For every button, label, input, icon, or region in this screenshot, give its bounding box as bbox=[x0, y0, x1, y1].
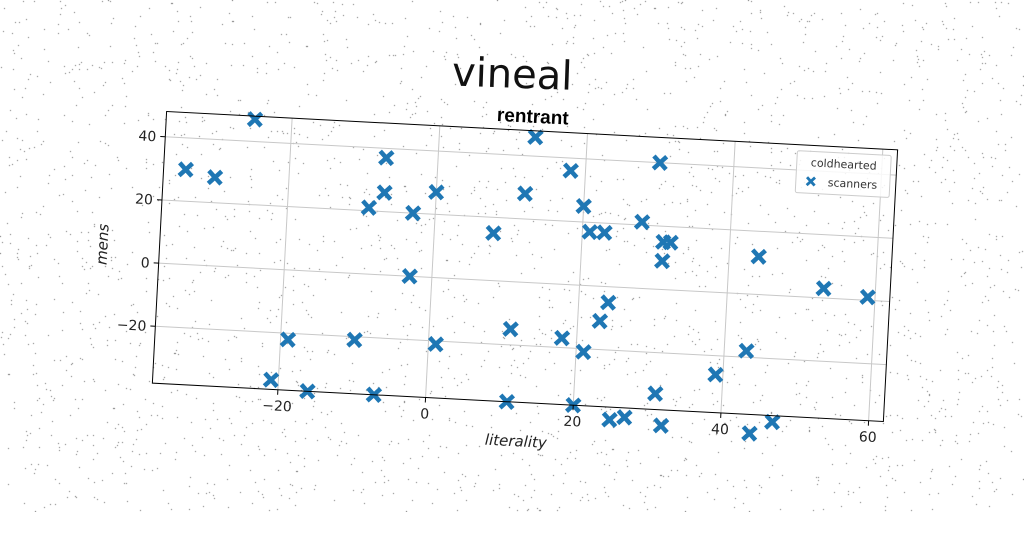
scatter-point bbox=[485, 225, 502, 242]
x-tick-label: 0 bbox=[420, 406, 430, 422]
scatter-point bbox=[207, 169, 224, 186]
scatter-point bbox=[517, 185, 534, 202]
y-tick-label: 40 bbox=[138, 128, 157, 145]
scatter-point bbox=[647, 385, 664, 402]
scatter-point bbox=[616, 409, 633, 426]
scatter-point bbox=[427, 336, 444, 353]
scatter-point bbox=[750, 248, 767, 265]
x-gridline bbox=[426, 126, 440, 398]
scatter-point bbox=[654, 253, 671, 270]
y-gridline bbox=[155, 326, 886, 364]
y-tick-label: 0 bbox=[140, 255, 150, 271]
scatter-point bbox=[376, 184, 393, 201]
scatter-point bbox=[502, 321, 519, 338]
scatter-point bbox=[707, 366, 724, 383]
scatter-point bbox=[562, 162, 579, 179]
scatter-point bbox=[581, 223, 598, 240]
scatter-point bbox=[859, 289, 876, 306]
x-tick-label: 40 bbox=[711, 421, 730, 438]
y-gridline bbox=[159, 263, 890, 301]
scatter-point bbox=[591, 313, 608, 330]
scatter-point bbox=[346, 332, 363, 349]
y-axis-label: mens bbox=[92, 223, 112, 265]
legend: coldhearted scanners bbox=[795, 151, 891, 198]
scatter-point bbox=[554, 330, 571, 347]
scatter-point bbox=[601, 411, 618, 428]
x-tick-label: 60 bbox=[858, 429, 877, 446]
x-tick-label: −20 bbox=[262, 398, 292, 416]
legend-series-label: scanners bbox=[827, 176, 877, 192]
scatter-point bbox=[815, 280, 832, 297]
y-tick-label: 20 bbox=[135, 192, 154, 209]
y-tick-label: −20 bbox=[116, 317, 146, 335]
scatter-point bbox=[575, 343, 592, 360]
scatter-point bbox=[263, 371, 280, 388]
scatter-point bbox=[741, 425, 758, 442]
x-axis-label: literality bbox=[484, 431, 548, 452]
x-gridline bbox=[721, 141, 735, 413]
scatter-point bbox=[634, 214, 651, 231]
scatter-point bbox=[247, 111, 264, 128]
y-gridline bbox=[162, 200, 893, 238]
scatter-point bbox=[360, 199, 377, 216]
scatter-point bbox=[177, 161, 194, 178]
scatter-point bbox=[378, 149, 395, 166]
x-tick-label: 20 bbox=[563, 414, 582, 431]
scatter-point bbox=[653, 417, 670, 434]
chart-title: rentrant bbox=[496, 105, 569, 130]
scatter-point bbox=[596, 224, 613, 241]
x-gridline bbox=[278, 118, 292, 390]
scatter-point bbox=[600, 294, 617, 311]
scatter-marks bbox=[165, 107, 884, 447]
